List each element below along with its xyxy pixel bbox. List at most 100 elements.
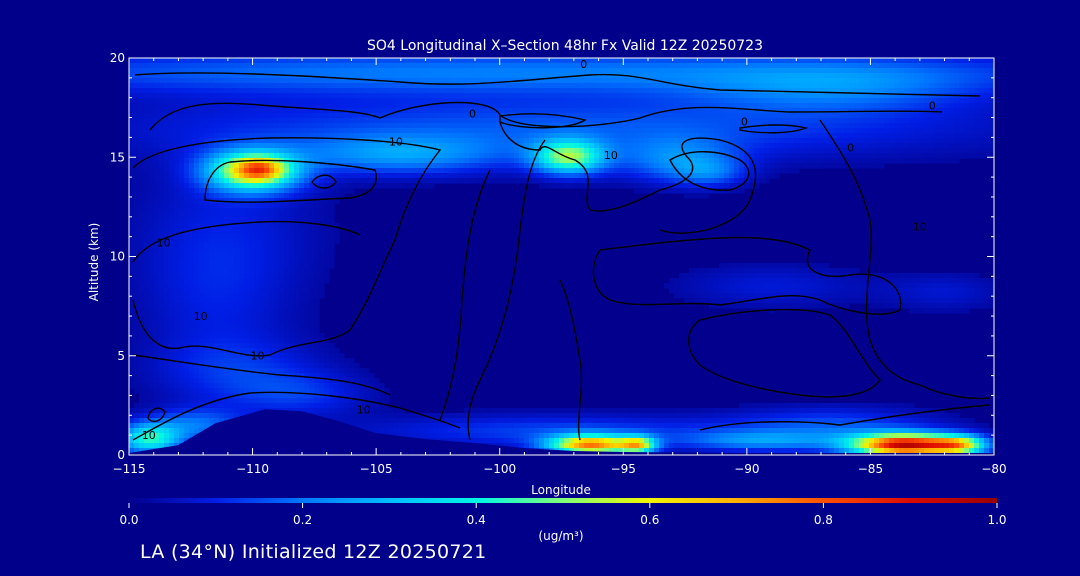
field-cell [429,78,435,84]
field-cell [299,168,305,174]
field-cell [219,323,225,329]
field-cell [194,173,200,179]
field-cell [434,428,440,434]
field-cell [189,263,195,269]
field-cell [524,128,530,134]
field-cell [499,153,505,159]
field-cell [159,293,165,299]
field-cell [369,428,375,434]
field-cell [464,408,470,414]
field-cell [319,158,325,164]
field-cell [514,68,520,74]
field-cell [414,163,420,169]
field-cell [584,98,590,104]
field-cell [334,118,340,124]
field-cell [184,138,190,144]
field-cell [564,438,570,444]
field-cell [289,288,295,294]
field-cell [339,93,345,99]
field-cell [234,308,240,314]
field-cell [254,288,260,294]
field-cell [359,383,365,389]
field-cell [549,163,555,169]
field-cell [419,63,425,69]
field-cell [379,148,385,154]
field-cell [179,193,185,199]
field-cell [529,108,535,114]
field-cell [299,368,305,374]
field-cell [189,418,195,424]
field-cell [364,63,370,69]
field-cell [314,308,320,314]
field-cell [389,93,395,99]
field-cell [129,298,135,304]
field-cell [269,123,275,129]
field-cell [259,243,265,249]
field-cell [199,228,205,234]
field-cell [244,183,250,189]
field-cell [279,83,285,89]
field-cell [154,363,160,369]
field-cell [189,298,195,304]
field-cell [229,208,235,214]
field-cell [444,103,450,109]
field-cell [449,138,455,144]
field-cell [504,408,510,414]
field-cell [139,373,145,379]
field-cell [249,333,255,339]
field-cell [244,303,250,309]
field-cell [439,158,445,164]
field-cell [159,308,165,314]
field-cell [209,228,215,234]
field-cell [389,58,395,64]
field-cell [199,383,205,389]
field-cell [264,108,270,114]
field-cell [339,383,345,389]
field-cell [134,133,140,139]
field-cell [324,388,330,394]
field-cell [509,423,515,429]
field-cell [284,228,290,234]
field-cell [134,98,140,104]
field-cell [549,128,555,134]
field-cell [139,298,145,304]
field-cell [404,133,410,139]
field-cell [534,153,540,159]
field-cell [424,128,430,134]
field-cell [349,383,355,389]
field-cell [294,148,300,154]
field-cell [374,63,380,69]
field-cell [134,233,140,239]
field-cell [199,103,205,109]
field-cell [314,293,320,299]
field-cell [484,148,490,154]
field-cell [359,418,365,424]
field-cell [174,408,180,414]
field-cell [549,418,555,424]
field-cell [449,428,455,434]
field-cell [374,118,380,124]
field-cell [224,143,230,149]
field-cell [369,373,375,379]
field-cell [409,88,415,94]
field-cell [529,88,535,94]
field-cell [269,278,275,284]
field-cell [194,133,200,139]
field-cell [429,418,435,424]
field-cell [579,413,585,419]
field-cell [294,248,300,254]
field-cell [349,103,355,109]
field-cell [134,103,140,109]
field-cell [354,403,360,409]
field-cell [294,378,300,384]
field-cell [424,178,430,184]
field-cell [234,388,240,394]
field-cell [539,433,545,439]
field-cell [209,328,215,334]
field-cell [519,433,525,439]
field-cell [209,178,215,184]
field-cell [234,398,240,404]
field-cell [579,428,585,434]
field-cell [184,393,190,399]
